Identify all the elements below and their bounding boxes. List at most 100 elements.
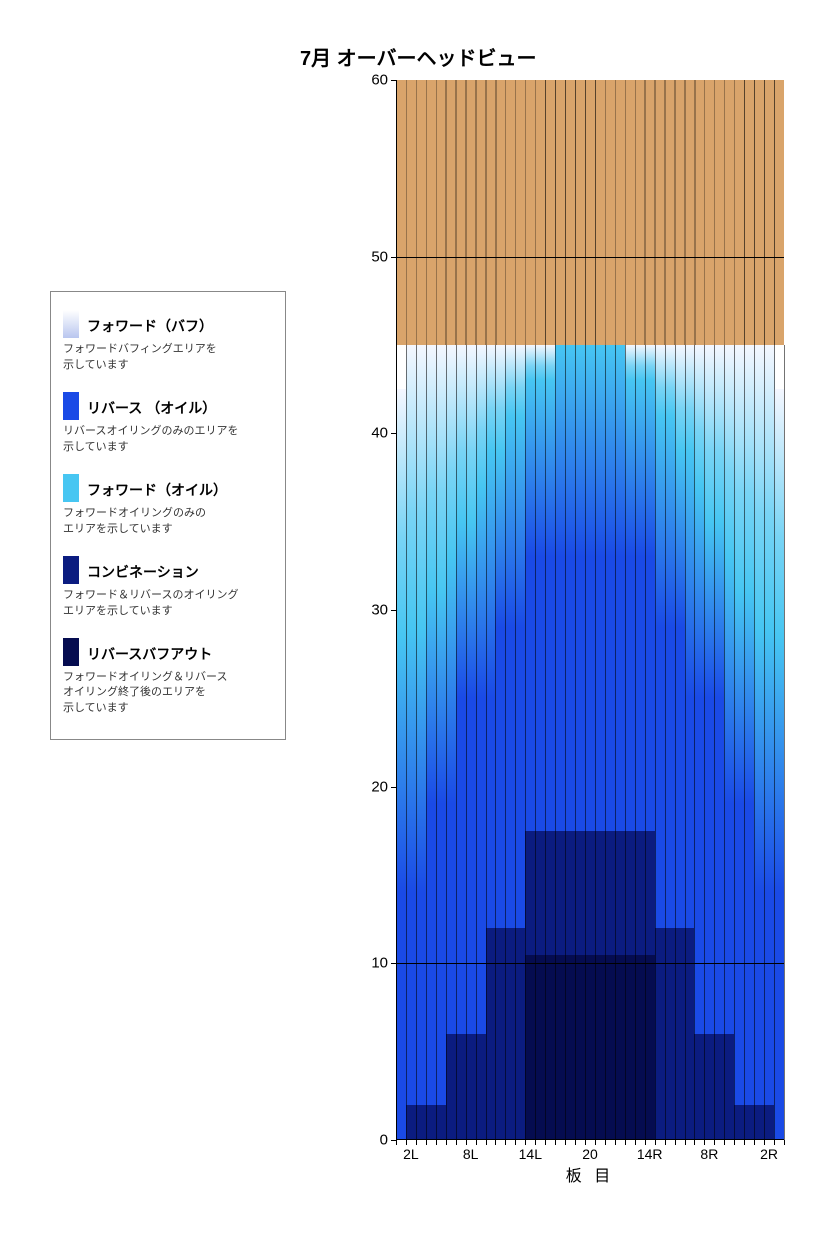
- legend-item-reverse-buffout: リバースバフアウトフォワードオイリング＆リバース オイリング終了後のエリアを 示…: [63, 638, 273, 718]
- band-forward-oil: [625, 380, 635, 557]
- band-forward-oil: [615, 345, 625, 557]
- y-tick-mark: [391, 963, 396, 964]
- band-forward-oil: [774, 637, 784, 893]
- band-reverse-oil: [714, 698, 724, 1034]
- band-combination: [714, 1034, 724, 1140]
- band-combination: [535, 831, 545, 955]
- band-forward-oil: [694, 486, 704, 698]
- legend-item-reverse-oil: リバース （オイル）リバースオイリングのみのエリアを 示しています: [63, 392, 273, 456]
- band-forward-buff: [685, 345, 695, 451]
- band-forward-buff: [535, 345, 545, 380]
- band-reverse-buffout: [575, 955, 585, 1141]
- ref-line: [396, 963, 784, 964]
- band-forward-buff: [476, 345, 486, 486]
- band-combination: [665, 928, 675, 1140]
- band-reverse-oil: [545, 557, 555, 831]
- band-forward-oil: [685, 451, 695, 698]
- x-tick-mark: [486, 1140, 487, 1145]
- board-separator: [774, 345, 775, 1140]
- x-tick-mark: [744, 1140, 745, 1145]
- legend-desc: リバースオイリングのみのエリアを 示しています: [63, 424, 273, 456]
- board-separator: [436, 345, 437, 1140]
- band-forward-oil: [734, 592, 744, 804]
- band-forward-buff: [754, 345, 764, 628]
- legend-label: コンビネーション: [87, 562, 199, 584]
- band-reverse-buffout: [645, 955, 655, 1141]
- band-forward-oil: [426, 592, 436, 804]
- band-reverse-oil: [734, 804, 744, 1104]
- band-combination: [645, 831, 655, 955]
- x-tick-mark: [505, 1140, 506, 1145]
- x-tick-label: 2L: [403, 1140, 419, 1162]
- x-tick-label: 8R: [700, 1140, 718, 1162]
- band-forward-buff: [704, 345, 714, 522]
- legend-desc: フォワードバフィングエリアを 示しています: [63, 342, 273, 374]
- band-forward-oil: [436, 592, 446, 804]
- legend-desc: フォワードオイリング＆リバース オイリング終了後のエリアを 示しています: [63, 670, 273, 718]
- band-forward-buff: [515, 345, 525, 416]
- band-reverse-oil: [466, 698, 476, 1034]
- band-forward-oil: [764, 628, 774, 893]
- band-forward-buff: [466, 345, 476, 522]
- band-combination: [545, 831, 555, 955]
- band-forward-oil: [714, 522, 724, 699]
- band-reverse-oil: [495, 628, 505, 928]
- x-tick-mark: [456, 1140, 457, 1145]
- band-reverse-oil: [396, 893, 406, 1140]
- band-reverse-oil: [476, 698, 486, 1034]
- legend-label: フォワード（オイル）: [87, 480, 227, 502]
- legend-desc: フォワードオイリングのみの エリアを示しています: [63, 506, 273, 538]
- band-combination: [744, 1105, 754, 1140]
- legend-item-forward-buff: フォワード（バフ）フォワードバフィングエリアを 示しています: [63, 310, 273, 374]
- x-tick-mark: [635, 1140, 636, 1145]
- band-forward-buff: [486, 345, 496, 451]
- x-tick-mark: [426, 1140, 427, 1145]
- x-tick-mark: [555, 1140, 556, 1145]
- band-reverse-oil: [416, 893, 426, 1105]
- band-forward-oil: [675, 451, 685, 628]
- band-forward-buff: [545, 345, 555, 380]
- band-combination: [495, 928, 505, 1140]
- band-forward-buff: [734, 345, 744, 592]
- band-reverse-oil: [704, 698, 714, 1034]
- band-combination: [764, 1105, 774, 1140]
- board-separator: [754, 345, 755, 1140]
- board-separator: [515, 345, 516, 1140]
- band-combination: [724, 1034, 734, 1140]
- x-tick-label: 20: [582, 1140, 598, 1162]
- band-reverse-buffout: [605, 955, 615, 1141]
- band-combination: [416, 1105, 426, 1140]
- band-combination: [505, 928, 515, 1140]
- plot-area: [396, 80, 784, 1140]
- band-combination: [625, 831, 635, 955]
- band-forward-buff: [635, 345, 645, 380]
- legend-desc: フォワード＆リバースのオイリング エリアを示しています: [63, 588, 273, 620]
- board-separator: [635, 345, 636, 1140]
- x-tick-mark: [565, 1140, 566, 1145]
- x-tick-mark: [446, 1140, 447, 1145]
- lane-chart: 距離（フィート） 板 目 01020304050602L8L14L2014R8R…: [396, 80, 784, 1140]
- x-tick-mark: [685, 1140, 686, 1145]
- band-combination: [655, 928, 665, 1140]
- band-forward-oil: [446, 557, 456, 804]
- x-tick-mark: [615, 1140, 616, 1145]
- band-reverse-oil: [446, 804, 456, 1034]
- band-reverse-buffout: [545, 955, 555, 1141]
- board-separator: [665, 345, 666, 1140]
- band-forward-buff: [505, 345, 515, 416]
- legend-swatch: [63, 556, 79, 584]
- board-separator: [685, 345, 686, 1140]
- band-combination: [635, 831, 645, 955]
- legend-item-combination: コンビネーションフォワード＆リバースのオイリング エリアを示しています: [63, 556, 273, 620]
- band-reverse-buffout: [595, 955, 605, 1141]
- board-separator: [476, 345, 477, 1140]
- band-forward-oil: [754, 628, 764, 893]
- band-forward-oil: [555, 345, 565, 557]
- band-forward-oil: [456, 522, 466, 699]
- band-reverse-oil: [565, 557, 575, 831]
- band-reverse-oil: [575, 557, 585, 831]
- board-separator: [675, 345, 676, 1140]
- band-reverse-oil: [724, 804, 734, 1034]
- band-forward-oil: [585, 345, 595, 557]
- band-forward-oil: [665, 416, 675, 628]
